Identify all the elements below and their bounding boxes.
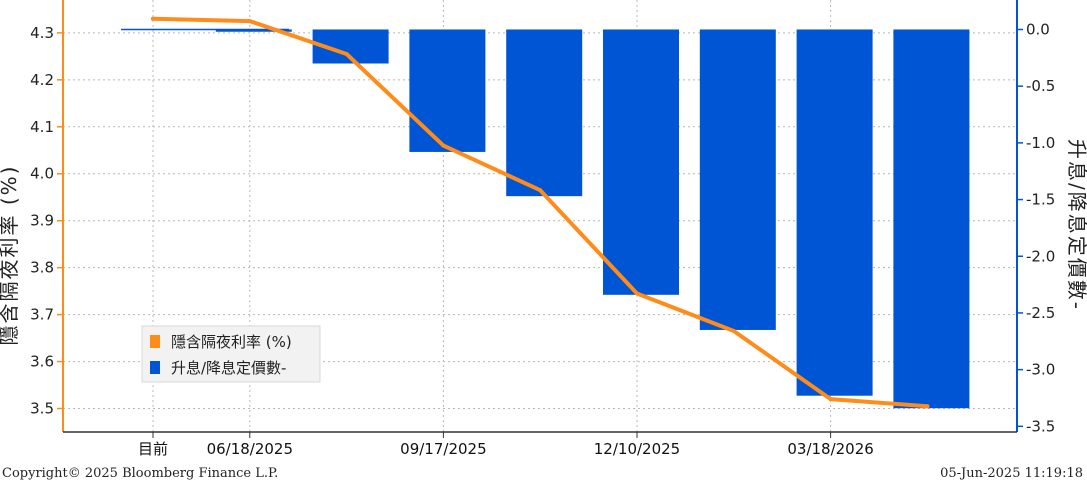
legend-background: [141, 325, 321, 383]
left-tick-label: 4.3: [30, 24, 54, 42]
axes: [62, 0, 1018, 433]
right-tick-label: -3.0: [1026, 361, 1055, 379]
line-point: [151, 16, 155, 21]
bar: [409, 29, 486, 152]
left-tick-label: 4.2: [30, 71, 54, 89]
right-tick-label: -3.5: [1026, 417, 1055, 435]
bar: [506, 29, 583, 197]
line-point: [635, 291, 639, 296]
right-axis-title: 升息/降息定價數-: [1065, 139, 1087, 311]
line-point: [441, 143, 446, 148]
line-point: [925, 404, 930, 409]
right-tick-label: 0.0: [1026, 20, 1050, 38]
bar: [215, 29, 292, 32]
x-tick-label: 06/18/2025: [207, 440, 293, 458]
timestamp-text: 05-Jun-2025 11:19:18: [940, 466, 1083, 481]
left-tick-label: 3.9: [30, 212, 54, 230]
x-tick-label: 目前: [138, 440, 168, 458]
left-tick-label: 3.8: [30, 259, 54, 277]
left-tick-label: 3.5: [30, 400, 54, 418]
line-point: [247, 19, 252, 24]
bar: [796, 29, 873, 396]
left-axis-ticks: 3.5 3.6 3.7 3.8 3.9 4.0 4.1 4.2 4.3: [30, 24, 63, 418]
right-tick-label: -2.5: [1026, 304, 1055, 322]
right-tick-label: -1.5: [1026, 191, 1055, 209]
line-point: [731, 329, 736, 333]
line-point: [538, 188, 543, 193]
right-tick-label: -2.0: [1026, 247, 1055, 265]
x-tick-label: 03/18/2026: [787, 440, 873, 458]
legend-label-bar: 升息/降息定價數-: [171, 359, 286, 377]
bar: [699, 29, 776, 330]
x-tick-label: 09/17/2025: [400, 440, 486, 458]
chart: 3.5 3.6 3.7 3.8 3.9 4.0 4.1 4.2 4.3 0.0 -0.5 -1.0 -…: [0, 0, 1087, 458]
left-tick-label: 3.7: [30, 306, 54, 324]
x-axis-ticks: 目前 06/18/2025 09/17/2025 12/10/2025 03/18/20…: [138, 432, 874, 458]
right-tick-label: -1.0: [1026, 134, 1055, 152]
right-axis-ticks: 0.0 -0.5 -1.0 -1.5 -2.0 -2.5 -3.0 -3.5: [1017, 20, 1055, 435]
bar: [893, 29, 970, 409]
line-point: [344, 52, 349, 56]
legend-label-line: 隱含隔夜利率 (%): [171, 333, 292, 351]
left-tick-label: 4.0: [30, 165, 54, 183]
line-point: [828, 397, 833, 402]
legend: 隱含隔夜利率 (%) 升息/降息定價數-: [141, 325, 321, 383]
legend-swatch-bar: [150, 361, 160, 374]
left-axis-title: 隱含隔夜利率 (%): [0, 165, 21, 346]
line-series: [151, 16, 930, 409]
bar-series: [121, 28, 970, 409]
legend-swatch-line: [150, 335, 160, 348]
copyright-text: Copyright© 2025 Bloomberg Finance L.P.: [2, 466, 279, 481]
right-tick-label: -0.5: [1026, 77, 1055, 95]
left-tick-label: 3.6: [30, 353, 54, 371]
x-tick-label: 12/10/2025: [594, 440, 680, 458]
bar: [603, 29, 679, 295]
left-tick-label: 4.1: [30, 118, 54, 136]
